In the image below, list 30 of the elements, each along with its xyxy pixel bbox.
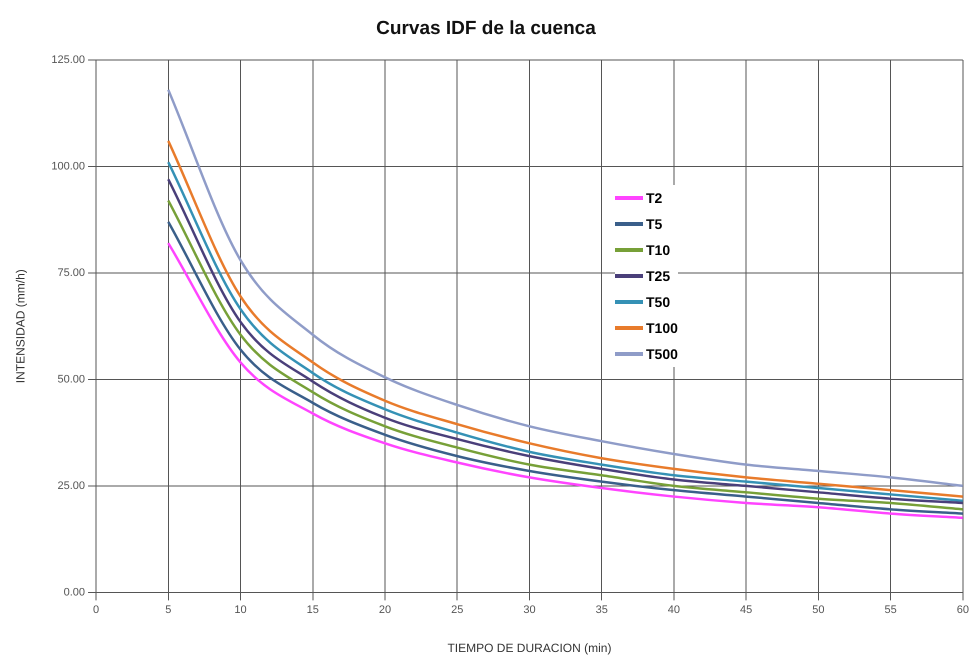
x-tick-label: 15 [306, 604, 319, 616]
x-tick-label: 45 [740, 604, 752, 616]
x-tick-label: 55 [884, 604, 897, 616]
x-tick-label: 20 [378, 604, 392, 616]
y-tick-label: 125.00 [51, 54, 86, 66]
legend-label: T2 [645, 189, 664, 208]
x-axis-title: TIEMPO DE DURACION (min) [447, 641, 612, 656]
x-tick-label: 35 [596, 604, 608, 616]
x-tick-label: 60 [956, 604, 970, 616]
legend-label: T500 [645, 345, 678, 364]
chart-title: Curvas IDF de la cuenca [375, 18, 597, 40]
legend-label: T10 [645, 241, 672, 260]
legend-label: T5 [645, 215, 664, 234]
y-tick-label: 50.00 [58, 373, 86, 386]
x-tick-label: 30 [523, 604, 536, 616]
line-series [167, 88, 963, 488]
y-tick-label: 75.00 [58, 266, 86, 279]
y-tick-label: 25.00 [58, 480, 86, 492]
y-tick-label: 0.00 [64, 586, 86, 598]
x-tick-label: 25 [451, 604, 464, 616]
x-tick-label: 40 [668, 604, 680, 616]
y-tick-label: 100.00 [51, 160, 86, 173]
x-tick-label: 10 [234, 604, 247, 616]
y-axis-title: INTENSIDAD (mm/h) [14, 269, 28, 384]
x-tick-label: 0 [92, 604, 100, 616]
x-tick-label: 50 [812, 604, 825, 616]
x-tick-label: 5 [165, 604, 172, 616]
legend-label: T50 [645, 293, 672, 312]
legend-label: T25 [645, 267, 672, 286]
legend-label: T100 [645, 319, 678, 338]
